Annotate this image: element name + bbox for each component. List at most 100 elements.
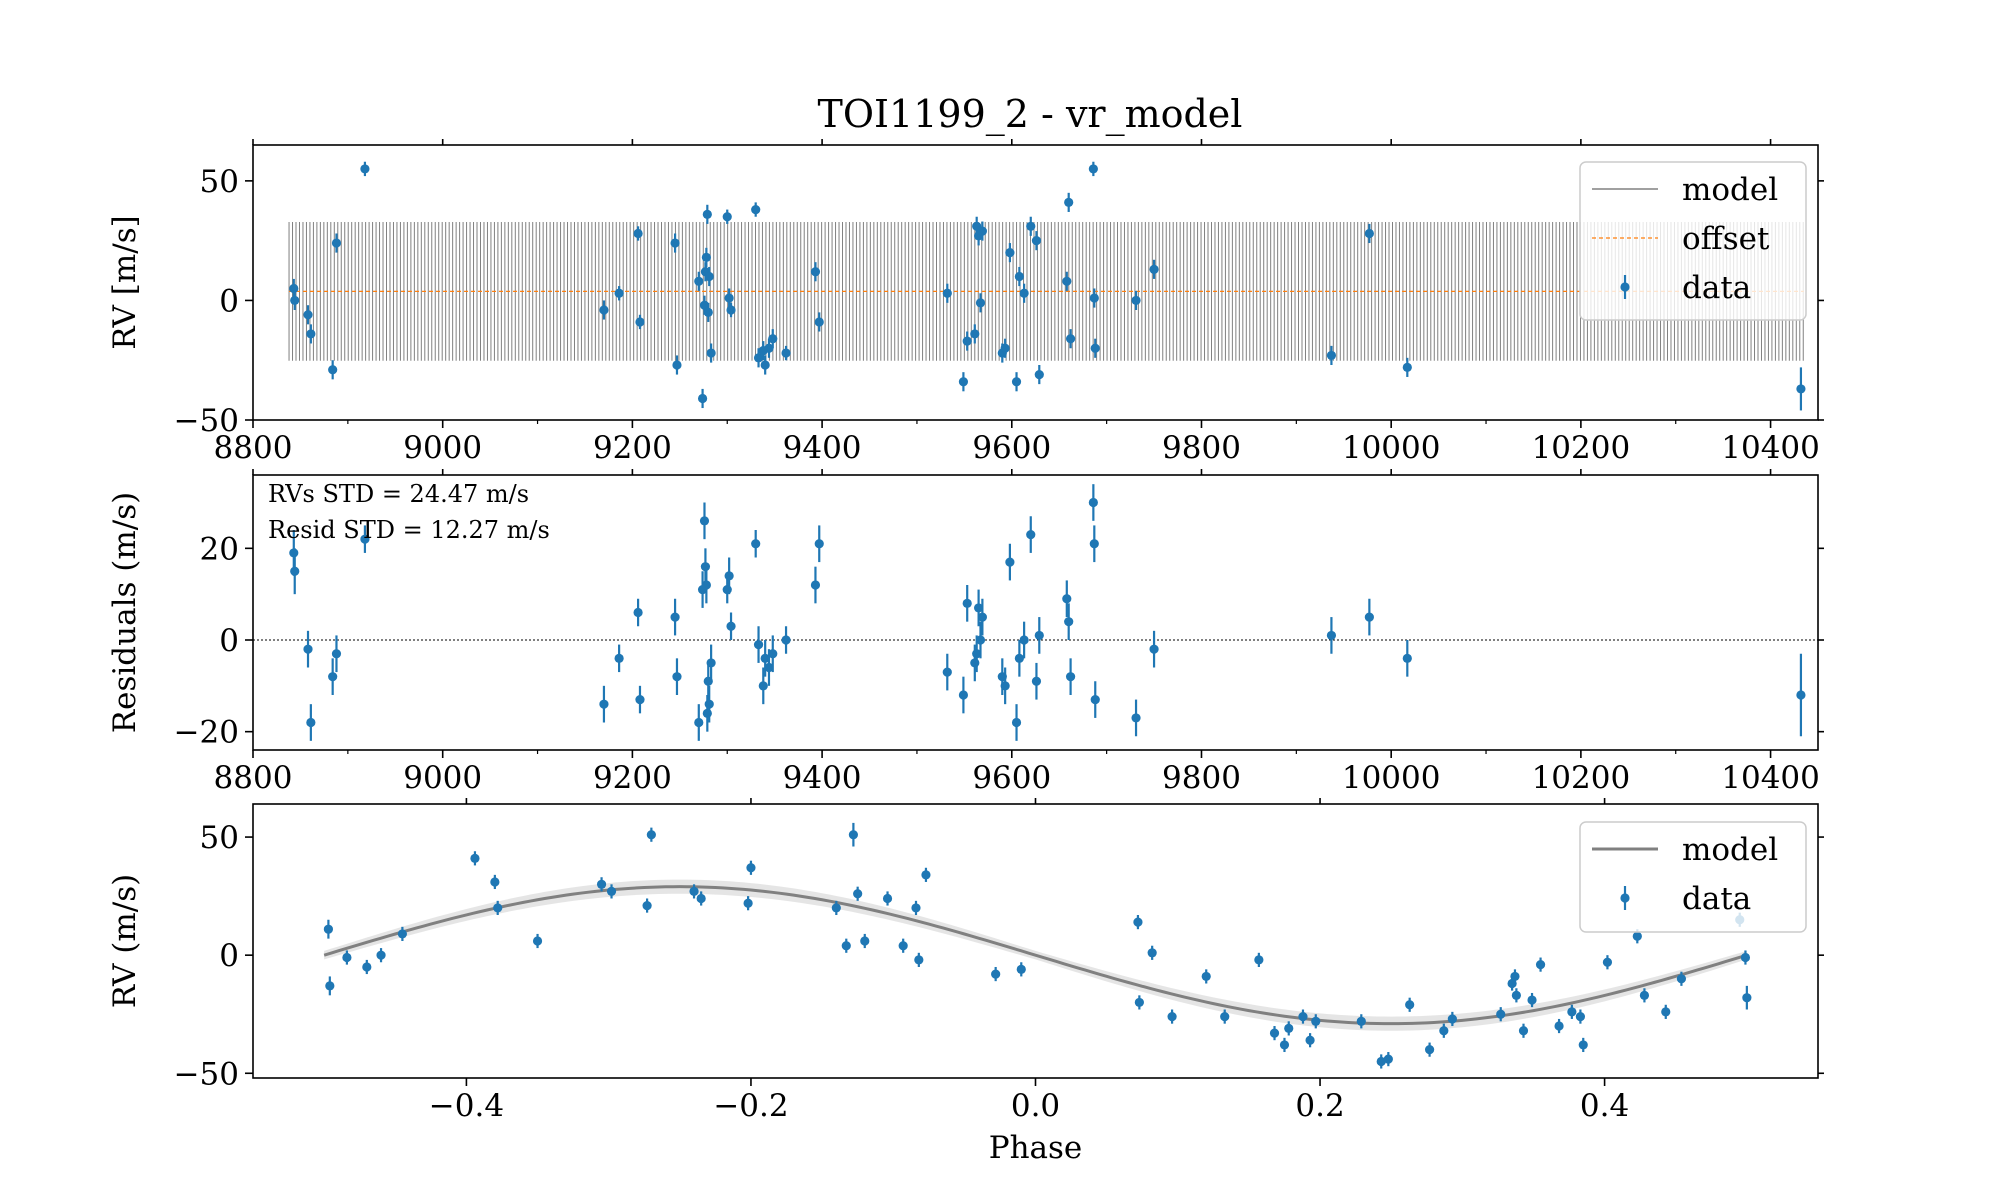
data-point [831,900,841,916]
data-point [724,557,734,595]
data-point [1011,372,1022,392]
data-point [303,305,313,325]
x-tick-label: 9200 [593,760,672,796]
panel-frame [252,474,1819,751]
data-point [706,644,716,682]
data-point [1064,192,1074,212]
legend: model offset data [1579,161,1807,321]
data-point [672,355,682,375]
x-tick-label: −0.2 [713,1088,788,1124]
legend-box [1579,161,1807,321]
x-tick-label: 10200 [1532,760,1631,796]
y-tick-label: −20 [174,715,239,751]
x-axis-ticks: −0.4 −0.2 0.0 0.2 0.4 [429,798,1629,1124]
data-point [599,685,609,723]
data-point [1131,290,1141,310]
data-point [743,896,753,911]
data-point [1376,1054,1386,1069]
x-tick-label: 9800 [1162,430,1241,466]
legend-data-marker [1620,282,1630,292]
data-point [814,525,824,563]
data-point [860,933,870,949]
data-point [1149,630,1159,668]
data-point [977,598,987,636]
data-point [1356,1014,1366,1029]
data-point [810,566,821,604]
data-point [753,348,764,368]
legend-data-label: data [1682,881,1751,917]
data-point [1220,1009,1230,1024]
data-point [1326,345,1337,365]
data-point [1014,640,1024,677]
data-point [1090,681,1100,718]
data-point [975,293,986,313]
data-point [724,288,734,308]
data-point [1567,1004,1577,1019]
data-point [360,161,370,177]
data-point [606,884,617,899]
data-point [1031,231,1042,251]
data-point [702,204,712,224]
data-point [726,612,736,640]
x-tick-label: 8800 [214,430,293,466]
x-tick-label: 9600 [972,760,1051,796]
data-point [1005,543,1015,581]
data-point [1088,484,1098,521]
rvs-std-annotation: RVs STD = 24.47 m/s [268,480,529,508]
legend-data-marker [1620,893,1630,903]
data-point [1639,988,1650,1003]
x-tick-label: 10400 [1721,430,1820,466]
data-point [991,966,1001,982]
data-point [290,548,300,595]
data-point [1518,1023,1529,1038]
data-point [760,640,770,677]
data-point [1298,1009,1308,1024]
data-point [758,667,768,705]
data-point [1201,969,1211,984]
data-point [325,976,335,996]
legend: model data [1579,821,1807,933]
y-tick-label: 50 [200,820,239,856]
data-point [1527,992,1537,1008]
data-point [1269,1026,1280,1041]
data-point [490,874,500,890]
data-point [704,266,714,287]
data-point [1511,988,1521,1003]
data-point [635,314,645,330]
data-point [882,891,893,906]
data-point [1034,617,1044,654]
data-point [323,919,334,939]
residual-data-points [289,484,1806,741]
data-point [697,388,708,409]
data-point [1510,969,1520,984]
data-point [848,822,858,847]
data-point [1031,662,1042,700]
data-point [532,933,543,949]
x-tick-label: 10200 [1532,430,1631,466]
data-point [1575,1009,1586,1024]
data-point [635,685,645,714]
x-tick-label: 0.4 [1580,1088,1629,1124]
data-point [1019,283,1029,303]
data-point [1026,516,1036,553]
data-point [914,952,924,967]
data-point [1090,338,1100,358]
rv-data-points [289,161,1806,411]
data-point [306,324,316,344]
data-point [1311,1014,1321,1029]
data-point [853,886,863,901]
data-point [706,343,716,363]
y-tick-label: −50 [174,403,239,439]
y-axis-label: RV (m/s) [107,874,143,1008]
data-point [342,950,352,965]
data-point [331,233,342,253]
data-point [921,867,931,882]
y-tick-label: −50 [174,1056,239,1092]
y-tick-label: 0 [219,623,239,659]
data-point [1089,525,1099,563]
data-point [470,851,480,866]
legend-model-label: model [1682,172,1778,208]
data-point [376,948,386,963]
data-point [614,644,624,673]
model-curve [323,885,1748,1026]
